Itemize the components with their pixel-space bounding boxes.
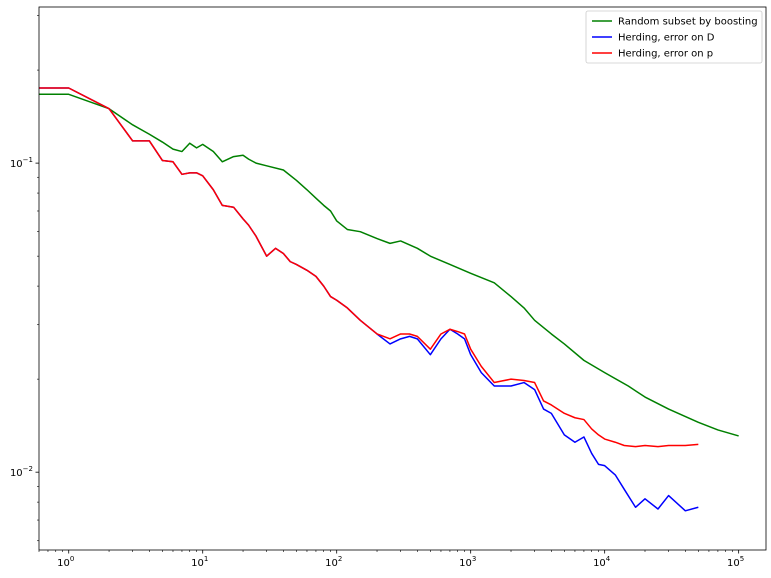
series-line-0 xyxy=(39,93,739,437)
x-tick-exponent: 4 xyxy=(606,555,611,563)
legend-label-2: Herding, error on p xyxy=(618,49,713,60)
x-tick-label: 100 xyxy=(57,555,74,569)
plot-background xyxy=(39,7,766,550)
series-layer xyxy=(39,87,739,512)
x-tick-label: 102 xyxy=(325,555,342,569)
y-tick-label: 10−1 xyxy=(10,156,33,170)
legend-label-0: Random subset by boosting xyxy=(618,17,758,28)
y-tick-exponent: −2 xyxy=(23,465,33,473)
x-tick-base: 10 xyxy=(727,558,740,569)
x-tick-base: 10 xyxy=(593,558,606,569)
legend: Random subset by boosting Herding, error … xyxy=(585,10,763,64)
legend-box xyxy=(585,10,763,64)
y-tick-base: 10 xyxy=(10,468,23,479)
x-tick-label: 103 xyxy=(459,555,476,569)
y-tick-label: 10−2 xyxy=(10,465,33,479)
x-tick-base: 10 xyxy=(459,558,472,569)
x-tick-exponent: 0 xyxy=(70,555,74,563)
x-tick-exponent: 1 xyxy=(204,555,208,563)
x-tick-label: 101 xyxy=(191,555,208,569)
plot-frame xyxy=(38,6,767,551)
x-tick-base: 10 xyxy=(325,558,338,569)
x-tick-exponent: 3 xyxy=(472,555,476,563)
series-line-2 xyxy=(39,87,699,448)
x-tick-label: 104 xyxy=(593,555,611,569)
x-tick-label: 105 xyxy=(727,555,744,569)
x-tick-exponent: 2 xyxy=(338,555,342,563)
x-tick-base: 10 xyxy=(57,558,70,569)
x-tick-base: 10 xyxy=(191,558,204,569)
x-tick-exponent: 5 xyxy=(740,555,744,563)
y-tick-base: 10 xyxy=(10,159,23,170)
y-tick-exponent: −1 xyxy=(23,156,33,164)
legend-label-1: Herding, error on D xyxy=(618,33,715,44)
